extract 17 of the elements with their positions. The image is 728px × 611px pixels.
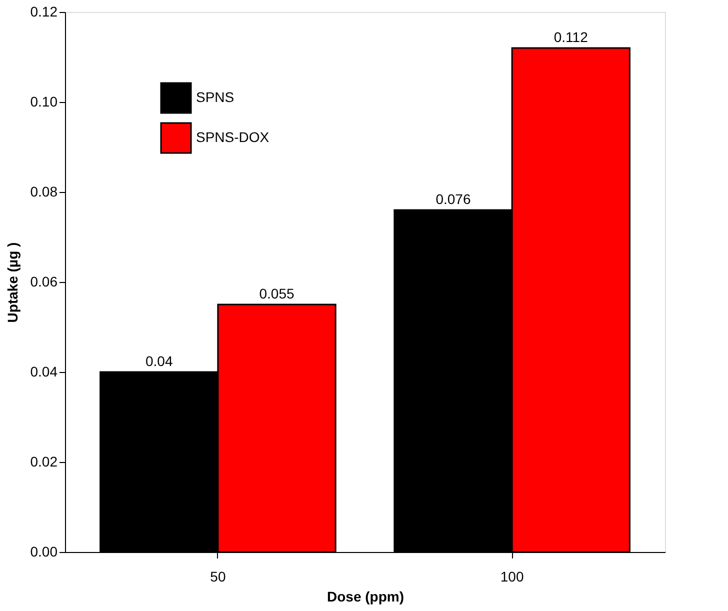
data-label: 0.112 — [554, 29, 588, 45]
data-label: 0.04 — [145, 353, 173, 369]
legend-label: SPNS — [196, 89, 234, 105]
legend-label: SPNS-DOX — [196, 129, 270, 145]
data-label: 0.076 — [436, 191, 471, 207]
x-axis-title: Dose (ppm) — [327, 588, 404, 604]
data-label: 0.055 — [259, 286, 294, 302]
x-tick-label: 100 — [500, 568, 524, 584]
y-tick-label: 0.08 — [30, 184, 58, 200]
y-tick-label: 0.02 — [30, 454, 58, 470]
y-axis-title: Uptake (µg ) — [4, 242, 20, 323]
y-tick-label: 0.00 — [30, 544, 58, 560]
y-tick-label: 0.04 — [30, 364, 58, 380]
x-tick-label: 50 — [210, 568, 226, 584]
y-tick-label: 0.10 — [30, 94, 58, 110]
y-tick-label: 0.06 — [30, 274, 58, 290]
y-tick-label: 0.12 — [30, 4, 58, 20]
